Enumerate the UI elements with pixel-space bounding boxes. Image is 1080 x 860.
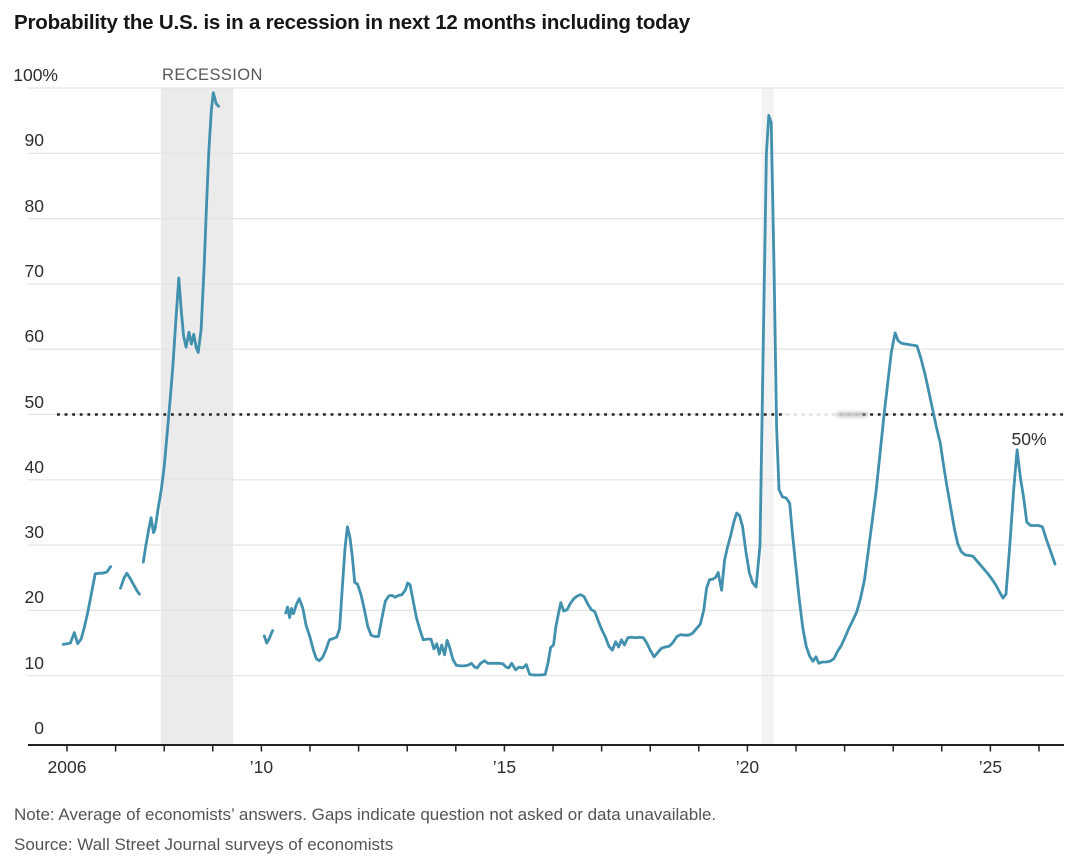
probability-line <box>141 91 221 564</box>
x-tick-label: ’20 <box>735 757 760 777</box>
source-line: Source: Wall Street Journal surveys of e… <box>14 835 394 854</box>
y-tick-label: 70 <box>24 260 44 281</box>
y-tick-label: 50 <box>24 391 44 412</box>
x-tick-label: 2006 <box>47 757 87 777</box>
y-tick-label: 60 <box>24 326 44 347</box>
probability-line <box>262 629 275 645</box>
chart-canvas <box>28 87 1064 752</box>
y-tick-label: 10 <box>24 652 44 673</box>
recession-band <box>160 88 234 745</box>
y-tick-label: 90 <box>24 130 44 151</box>
y-tick-label: 0 <box>34 718 44 738</box>
probability-line <box>284 114 1057 677</box>
dotted-line-smudge <box>836 412 868 417</box>
footnote: Note: Average of economists’ answers. Ga… <box>14 805 717 824</box>
y-tick-label: 30 <box>24 522 44 543</box>
fifty-percent-reference-label: 50% <box>1011 429 1047 449</box>
probability-line <box>61 565 113 646</box>
y-tick-label: 20 <box>24 587 44 608</box>
y-tick-label: 40 <box>24 456 44 477</box>
x-tick-label: ’15 <box>492 757 517 777</box>
dotted-line-smudge <box>786 407 858 421</box>
chart-title: Probability the U.S. is in a recession i… <box>14 11 690 34</box>
recession-band-label: RECESSION <box>162 66 263 84</box>
y-tick-label: 80 <box>24 195 44 216</box>
x-tick-label: ’25 <box>978 757 1003 777</box>
x-tick-label: ’10 <box>249 757 274 777</box>
y-tick-label: 100% <box>13 65 58 85</box>
probability-line <box>119 571 141 596</box>
